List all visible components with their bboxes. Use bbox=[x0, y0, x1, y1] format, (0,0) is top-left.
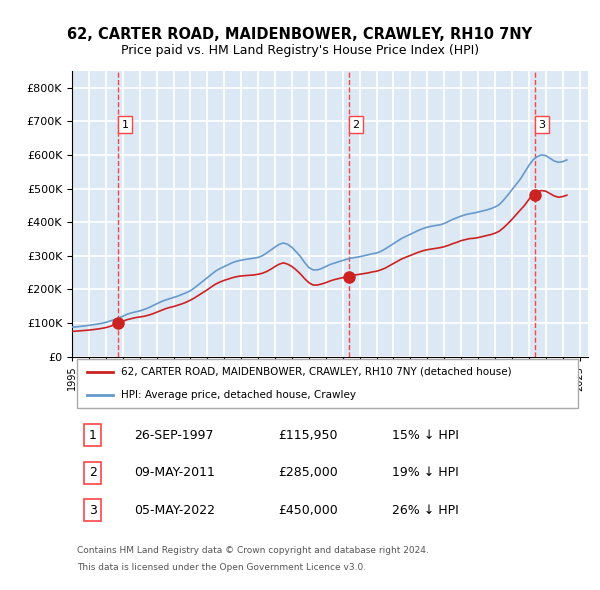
Text: 09-MAY-2011: 09-MAY-2011 bbox=[134, 466, 215, 479]
Text: 2: 2 bbox=[89, 466, 97, 479]
Text: 62, CARTER ROAD, MAIDENBOWER, CRAWLEY, RH10 7NY (detached house): 62, CARTER ROAD, MAIDENBOWER, CRAWLEY, R… bbox=[121, 366, 512, 376]
Text: 15% ↓ HPI: 15% ↓ HPI bbox=[392, 429, 459, 442]
Text: 26-SEP-1997: 26-SEP-1997 bbox=[134, 429, 214, 442]
Text: 1: 1 bbox=[122, 120, 129, 130]
Text: £115,950: £115,950 bbox=[278, 429, 338, 442]
Text: 3: 3 bbox=[89, 504, 97, 517]
Text: 62, CARTER ROAD, MAIDENBOWER, CRAWLEY, RH10 7NY: 62, CARTER ROAD, MAIDENBOWER, CRAWLEY, R… bbox=[67, 27, 533, 41]
Text: HPI: Average price, detached house, Crawley: HPI: Average price, detached house, Craw… bbox=[121, 390, 356, 400]
Text: 19% ↓ HPI: 19% ↓ HPI bbox=[392, 466, 458, 479]
Text: 2: 2 bbox=[352, 120, 359, 130]
Text: 1: 1 bbox=[89, 429, 97, 442]
FancyBboxPatch shape bbox=[77, 359, 578, 408]
Text: Price paid vs. HM Land Registry's House Price Index (HPI): Price paid vs. HM Land Registry's House … bbox=[121, 44, 479, 57]
Text: 3: 3 bbox=[538, 120, 545, 130]
Text: £450,000: £450,000 bbox=[278, 504, 338, 517]
Text: Contains HM Land Registry data © Crown copyright and database right 2024.: Contains HM Land Registry data © Crown c… bbox=[77, 546, 429, 555]
Text: £285,000: £285,000 bbox=[278, 466, 338, 479]
Text: 05-MAY-2022: 05-MAY-2022 bbox=[134, 504, 215, 517]
Text: 26% ↓ HPI: 26% ↓ HPI bbox=[392, 504, 458, 517]
Text: This data is licensed under the Open Government Licence v3.0.: This data is licensed under the Open Gov… bbox=[77, 563, 366, 572]
